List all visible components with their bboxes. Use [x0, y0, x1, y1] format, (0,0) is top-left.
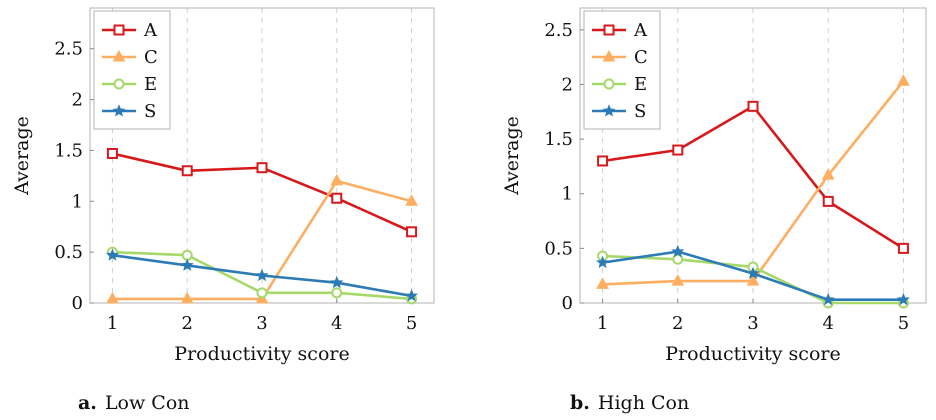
point-e [256, 287, 268, 299]
y-tick-label: 2.5 [54, 39, 83, 60]
chart-a: 1 2 3 4 5 0 0.5 1 1.5 2 2.5 Productivity score Avera… [11, 7, 435, 365]
caption-a-text: Low Con [104, 392, 190, 414]
legend-label-c: C [634, 47, 648, 68]
legend-label-a: A [143, 20, 158, 41]
x-tick-label: 2 [181, 313, 192, 334]
caption-b: b. High Con [570, 392, 689, 414]
point-c [746, 274, 760, 286]
caption-a: a. Low Con [78, 392, 190, 414]
point-e [181, 249, 193, 261]
point-a [106, 147, 118, 159]
point-s [596, 255, 610, 269]
x-axis-label: Productivity score [665, 343, 840, 365]
point-s [821, 292, 835, 306]
y-tick-label: 0.5 [544, 238, 573, 259]
y-tick-label: 1 [72, 191, 83, 212]
x-tick-label: 4 [822, 313, 833, 334]
point-a [822, 195, 834, 207]
point-s [180, 258, 194, 271]
legend-label-a: A [633, 20, 648, 41]
caption-b-label: b. [570, 392, 590, 414]
legend-label-e: E [144, 74, 157, 95]
point-s [746, 266, 760, 280]
x-axis-label: Productivity score [174, 343, 349, 365]
point-s [330, 275, 344, 289]
chart-b: 1 2 3 4 5 0 0.5 1 1.5 2 2.5 Productivity score Avera… [501, 7, 927, 365]
x-tick-label: 5 [406, 313, 417, 334]
point-c [671, 274, 685, 286]
point-c [405, 194, 418, 206]
point-a [897, 242, 909, 254]
x-tick-label: 1 [597, 313, 608, 334]
y-tick-label: 2.5 [544, 20, 573, 41]
y-tick-label: 1.5 [544, 129, 573, 150]
point-s [896, 292, 910, 306]
point-a [181, 165, 193, 177]
point-c [821, 168, 835, 180]
y-tick-label: 0 [562, 293, 573, 314]
y-axis-label: Average [501, 116, 523, 196]
point-c [330, 173, 344, 186]
y-tick-label: 2 [562, 74, 573, 95]
x-tick-label: 3 [747, 313, 758, 334]
y-tick-label: 0 [72, 293, 83, 314]
point-c [180, 291, 194, 304]
legend-marker-s [112, 104, 126, 117]
point-e [672, 253, 684, 265]
legend-marker-s [602, 104, 616, 117]
legend-marker-a [113, 24, 125, 36]
point-a [256, 162, 268, 174]
legend-label-s: S [634, 101, 646, 122]
legend-label-s: S [144, 101, 156, 122]
point-a [331, 192, 343, 204]
y-tick-label: 2 [72, 90, 83, 111]
legend-label-e: E [634, 74, 647, 95]
legend-marker-e [603, 78, 615, 90]
legend-label-c: C [144, 47, 158, 68]
point-c [106, 291, 119, 304]
x-tick-label: 3 [256, 313, 267, 334]
point-s [105, 248, 119, 261]
y-tick-label: 1.5 [54, 140, 83, 161]
legend-marker-e [113, 78, 125, 90]
legend-marker-c [602, 49, 616, 62]
point-c [897, 74, 910, 86]
x-tick-label: 1 [107, 313, 118, 334]
point-a [406, 226, 418, 238]
point-a [747, 100, 759, 112]
legend-marker-a [603, 24, 615, 36]
chart-figure: 1 2 3 4 5 0 0.5 1 1.5 2 2.5 Productivity score Avera… [11, 7, 927, 365]
caption-a-label: a. [78, 392, 97, 414]
point-a [597, 155, 609, 167]
y-tick-label: 1 [562, 184, 573, 205]
point-e [331, 287, 343, 299]
y-tick-label: 0.5 [54, 242, 83, 263]
x-tick-label: 4 [331, 313, 342, 334]
point-s [405, 289, 419, 302]
x-tick-label: 2 [672, 313, 683, 334]
point-s [255, 268, 269, 282]
legend-marker-c [112, 49, 126, 62]
point-a [672, 144, 684, 156]
point-c [596, 277, 609, 289]
y-axis-label: Average [11, 116, 33, 196]
x-tick-label: 5 [898, 313, 909, 334]
point-s [671, 244, 685, 258]
caption-b-text: High Con [597, 392, 690, 414]
